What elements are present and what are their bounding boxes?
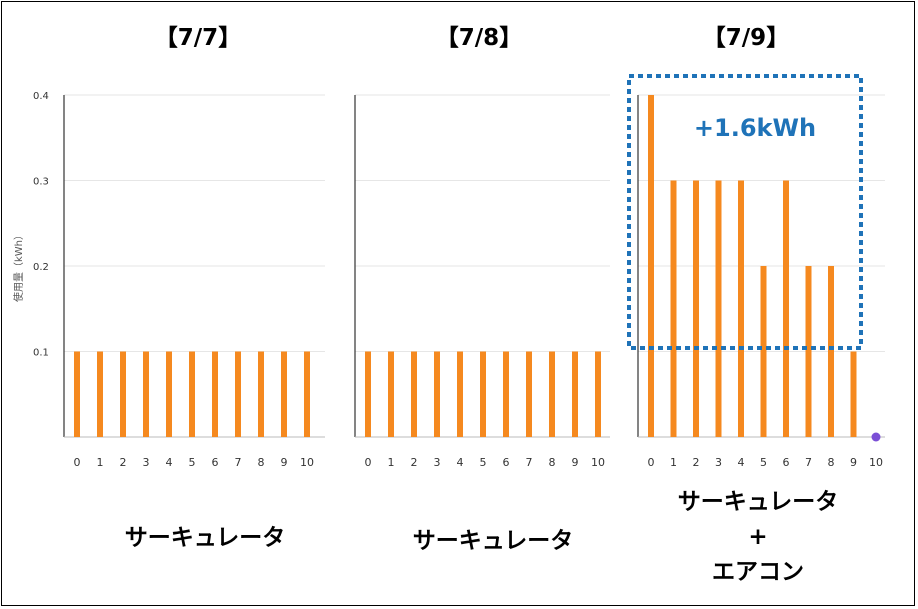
bar-1-5 bbox=[189, 351, 195, 437]
bar-1-2 bbox=[120, 351, 126, 437]
panel-title-3: 【7/9】 bbox=[703, 25, 789, 51]
x-tick-label-3-4: 4 bbox=[738, 456, 745, 469]
x-tick-label-1-0: 0 bbox=[74, 456, 81, 469]
panel-title-2: 【7/8】 bbox=[436, 25, 522, 51]
x-tick-label-3-7: 7 bbox=[805, 456, 812, 469]
x-tick-label-2-0: 0 bbox=[365, 456, 372, 469]
x-tick-label-1-5: 5 bbox=[189, 456, 196, 469]
y-tick-label-0: 0.1 bbox=[33, 348, 49, 359]
y-tick-label-3: 0.4 bbox=[33, 91, 49, 102]
bar-2-3 bbox=[434, 351, 440, 437]
bar-3-0 bbox=[648, 95, 654, 437]
x-tick-label-3-3: 3 bbox=[715, 456, 722, 469]
caption-3-0: サーキュレータ bbox=[678, 489, 839, 515]
bar-1-9 bbox=[281, 351, 287, 437]
x-tick-label-2-5: 5 bbox=[480, 456, 487, 469]
bar-2-0 bbox=[365, 351, 371, 437]
bar-1-3 bbox=[143, 351, 149, 437]
bar-1-0 bbox=[74, 351, 80, 437]
bar-2-5 bbox=[480, 351, 486, 437]
bar-2-10 bbox=[595, 351, 601, 437]
bar-1-4 bbox=[166, 351, 172, 437]
x-tick-label-1-8: 8 bbox=[258, 456, 265, 469]
bar-2-7 bbox=[526, 351, 532, 437]
caption-3-1: + bbox=[748, 524, 767, 550]
x-tick-label-2-3: 3 bbox=[434, 456, 441, 469]
x-tick-label-3-10: 10 bbox=[869, 456, 883, 469]
x-tick-label-1-10: 10 bbox=[300, 456, 314, 469]
x-tick-label-2-10: 10 bbox=[591, 456, 605, 469]
x-tick-label-3-1: 1 bbox=[670, 456, 677, 469]
bar-3-8 bbox=[828, 266, 834, 437]
y-axis-title: 使用量（kWh） bbox=[12, 230, 25, 302]
panel-title-1: 【7/7】 bbox=[155, 25, 241, 51]
annotation-label: +1.6kWh bbox=[694, 114, 816, 142]
bar-3-3 bbox=[715, 180, 722, 437]
bar-1-1 bbox=[97, 351, 103, 437]
x-tick-label-1-3: 3 bbox=[143, 456, 150, 469]
caption-1-0: サーキュレータ bbox=[125, 525, 286, 551]
caption-3-2: エアコン bbox=[712, 559, 804, 585]
bar-3-2 bbox=[693, 180, 699, 437]
x-tick-label-3-9: 9 bbox=[850, 456, 857, 469]
bar-2-6 bbox=[503, 351, 509, 437]
x-tick-label-2-1: 1 bbox=[388, 456, 395, 469]
x-tick-label-3-8: 8 bbox=[828, 456, 835, 469]
bar-2-2 bbox=[411, 351, 417, 437]
x-tick-label-2-9: 9 bbox=[572, 456, 579, 469]
x-tick-label-1-7: 7 bbox=[235, 456, 242, 469]
x-tick-label-3-6: 6 bbox=[783, 456, 790, 469]
x-tick-label-1-2: 2 bbox=[120, 456, 127, 469]
x-tick-label-3-2: 2 bbox=[693, 456, 700, 469]
caption-2-0: サーキュレータ bbox=[413, 528, 574, 554]
x-tick-label-1-1: 1 bbox=[97, 456, 104, 469]
bar-3-9 bbox=[850, 351, 857, 437]
y-tick-label-2: 0.3 bbox=[33, 177, 49, 188]
bar-2-8 bbox=[549, 351, 555, 437]
x-tick-label-3-0: 0 bbox=[648, 456, 655, 469]
zero-marker-3-10 bbox=[871, 432, 881, 442]
bar-3-5 bbox=[760, 266, 767, 437]
x-tick-label-2-6: 6 bbox=[503, 456, 510, 469]
bar-1-10 bbox=[304, 351, 310, 437]
x-tick-label-1-9: 9 bbox=[281, 456, 288, 469]
bar-2-1 bbox=[388, 351, 394, 437]
bar-1-8 bbox=[258, 351, 264, 437]
x-tick-label-2-4: 4 bbox=[457, 456, 464, 469]
x-tick-label-3-5: 5 bbox=[760, 456, 767, 469]
bar-1-6 bbox=[212, 351, 218, 437]
x-tick-label-1-4: 4 bbox=[166, 456, 173, 469]
x-tick-label-2-8: 8 bbox=[549, 456, 556, 469]
bar-3-6 bbox=[783, 180, 789, 437]
bar-3-4 bbox=[738, 180, 744, 437]
bar-1-7 bbox=[235, 351, 241, 437]
bar-3-1 bbox=[670, 180, 677, 437]
bar-2-9 bbox=[572, 351, 578, 437]
bar-3-7 bbox=[805, 266, 812, 437]
x-tick-label-2-2: 2 bbox=[411, 456, 418, 469]
x-tick-label-2-7: 7 bbox=[526, 456, 533, 469]
x-tick-label-1-6: 6 bbox=[212, 456, 219, 469]
bar-2-4 bbox=[457, 351, 463, 437]
y-tick-label-1: 0.2 bbox=[33, 262, 49, 273]
